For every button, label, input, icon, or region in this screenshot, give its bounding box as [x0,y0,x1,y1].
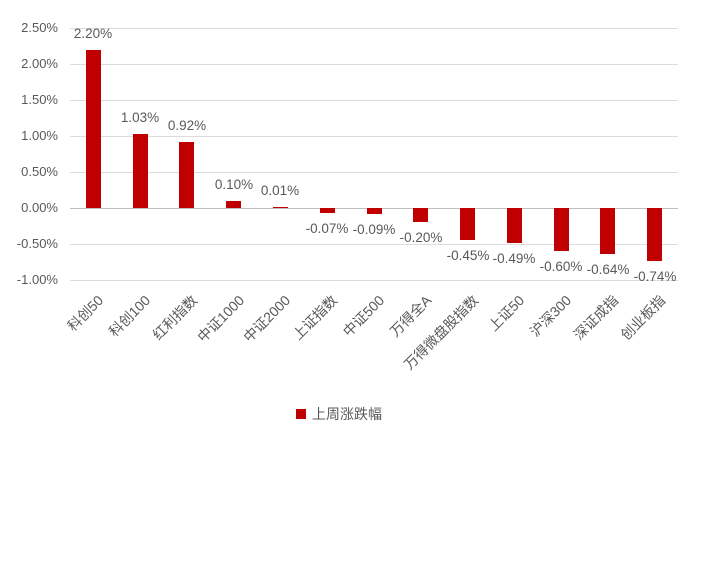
bar [179,142,194,208]
data-label: -0.60% [539,259,583,274]
data-label: 0.10% [214,177,254,192]
bar [554,208,569,251]
y-axis-tick-label: 2.50% [21,20,58,35]
bar [367,208,382,214]
bar [133,134,148,208]
bar [226,201,241,208]
bar [413,208,428,222]
data-label: -0.74% [633,269,677,284]
gridline [70,280,678,281]
data-label: -0.49% [492,251,536,266]
y-axis-tick-label: 1.50% [21,92,58,107]
bar [273,207,288,208]
gridline [70,172,678,173]
data-label: 0.01% [260,183,300,198]
y-axis-tick-label: 2.00% [21,56,58,71]
y-axis-tick-label: -1.00% [16,272,58,287]
bar [86,50,101,208]
data-label: 0.92% [167,118,207,133]
plot-area: 2.50% 2.00% 1.50% 1.00% 0.50% 0.00% -0.50% -1.0… [16,20,678,373]
legend-label: 上周涨跌幅 [312,406,382,422]
gridline [70,100,678,101]
gridline [70,28,678,29]
data-label: -0.45% [446,248,490,263]
gridline [70,64,678,65]
bar [320,208,335,213]
data-label: -0.20% [399,230,443,245]
bar [507,208,522,243]
bar [647,208,662,261]
y-axis-tick-label: 0.50% [21,164,58,179]
legend: 上周涨跌幅 [0,404,678,424]
y-axis-tick-label: 0.00% [21,200,58,215]
gridline [70,244,678,245]
data-label: 2.20% [73,26,113,41]
data-label: 1.03% [120,110,160,125]
y-axis-tick-label: 1.00% [21,128,58,143]
legend-color-swatch [296,409,306,419]
bar-chart: 2.50% 2.00% 1.50% 1.00% 0.50% 0.00% -0.50% -1.0… [0,20,678,424]
bar [600,208,615,254]
data-label: -0.07% [305,221,349,236]
gridline [70,136,678,137]
bar [460,208,475,240]
data-label: -0.09% [352,222,396,237]
data-label: -0.64% [586,262,630,277]
y-axis-tick-label: -0.50% [16,236,58,251]
